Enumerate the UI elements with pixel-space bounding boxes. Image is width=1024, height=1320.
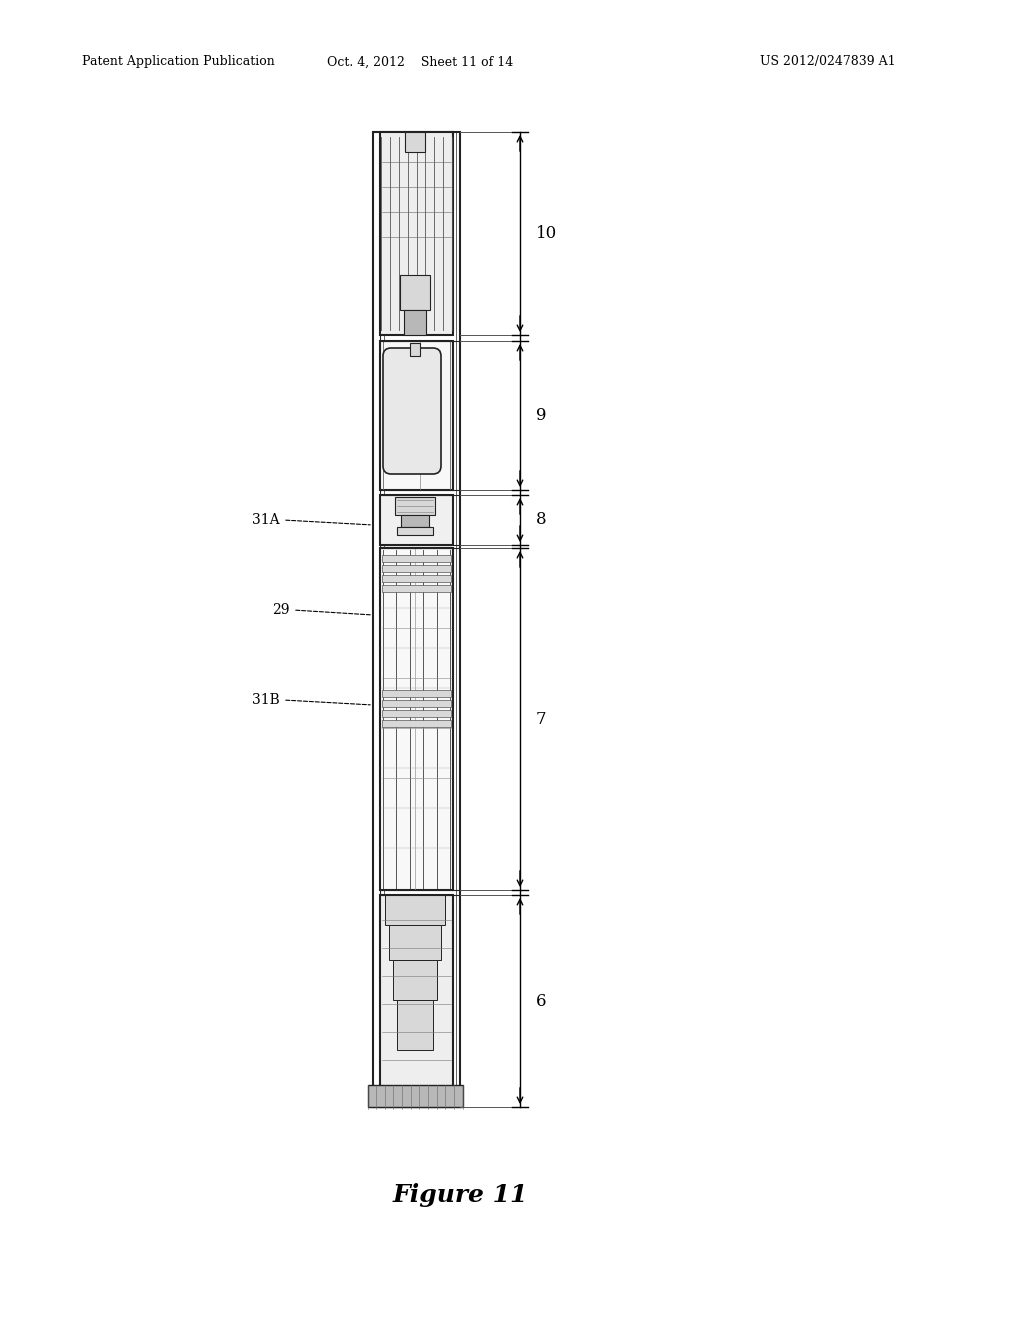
Text: Oct. 4, 2012    Sheet 11 of 14: Oct. 4, 2012 Sheet 11 of 14 (327, 55, 513, 69)
Bar (400, 275, 430, 310)
Bar (410, 343, 420, 356)
Text: Patent Application Publication: Patent Application Publication (82, 55, 274, 69)
Text: 9: 9 (536, 407, 547, 424)
Bar (382, 576, 451, 582)
FancyBboxPatch shape (383, 348, 441, 474)
Bar (380, 495, 453, 545)
Text: 8: 8 (536, 511, 547, 528)
Bar (406, 132, 425, 152)
Text: 10: 10 (536, 224, 557, 242)
Bar (380, 548, 453, 890)
Text: 6: 6 (536, 993, 547, 1010)
Bar (380, 895, 453, 1107)
Bar (382, 690, 451, 697)
Bar (382, 710, 451, 717)
Bar (382, 565, 451, 572)
Bar (382, 719, 451, 727)
Bar (382, 554, 451, 562)
Text: Figure 11: Figure 11 (392, 1183, 527, 1206)
Bar (389, 925, 441, 960)
Text: 31B: 31B (252, 693, 280, 708)
Bar (382, 700, 451, 708)
Bar (395, 498, 435, 515)
Bar (397, 527, 433, 535)
Bar (382, 585, 451, 591)
Text: US 2012/0247839 A1: US 2012/0247839 A1 (760, 55, 896, 69)
Bar (385, 895, 445, 925)
Text: 31A: 31A (252, 513, 280, 527)
Bar (401, 515, 429, 527)
Bar (380, 341, 453, 490)
Bar (397, 1001, 433, 1049)
Bar (380, 132, 453, 335)
Bar (373, 132, 460, 1107)
Bar (393, 960, 437, 1001)
Bar (368, 1085, 463, 1107)
Text: 7: 7 (536, 710, 547, 727)
Text: 29: 29 (272, 603, 290, 616)
Bar (404, 310, 426, 335)
